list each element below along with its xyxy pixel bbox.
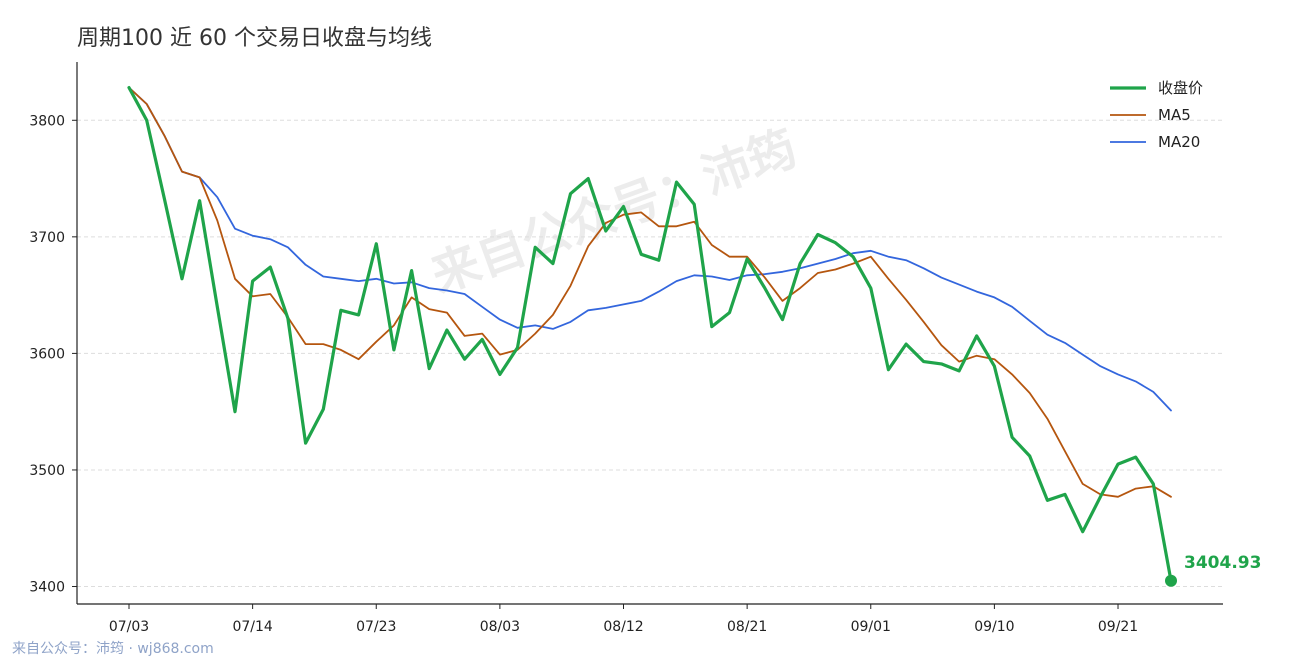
grid-lines xyxy=(77,119,1223,588)
legend-label-close: 收盘价 xyxy=(1158,79,1203,97)
x-tick-label: 08/03 xyxy=(480,619,520,635)
chart-title: 周期100 近 60 个交易日收盘与均线 xyxy=(77,26,432,51)
x-tick-label: 07/23 xyxy=(356,619,396,635)
footer-credit: 来自公众号：沛筠 · wj868.com xyxy=(12,641,214,657)
x-tick-label: 08/21 xyxy=(727,619,767,635)
last-close-label: 3404.93 xyxy=(1184,553,1261,573)
x-tick-label: 09/01 xyxy=(851,619,891,635)
y-tick-label: 3800 xyxy=(29,113,65,129)
x-tick-label: 07/14 xyxy=(232,619,272,635)
axes: 3400 3500 3600 3700 3800 07/03 07/14 07/23 08/03… xyxy=(29,62,1223,635)
legend-label-ma20: MA20 xyxy=(1158,133,1200,151)
series-lines: 3404.93 xyxy=(127,85,1261,587)
y-tick-label: 3400 xyxy=(29,580,65,596)
y-tick-label: 3600 xyxy=(29,346,65,362)
legend-label-ma5: MA5 xyxy=(1158,106,1191,124)
series-line-ma20 xyxy=(128,86,1172,412)
legend: 收盘价 MA5 MA20 xyxy=(1110,79,1203,151)
x-tick-label: 09/21 xyxy=(1098,619,1138,635)
y-tick-label: 3500 xyxy=(29,463,65,479)
series-line-close xyxy=(127,85,1173,583)
y-tick-label: 3700 xyxy=(29,230,65,246)
x-tick-label: 08/12 xyxy=(603,619,643,635)
x-tick-label: 07/03 xyxy=(109,619,149,635)
x-tick-label: 09/10 xyxy=(974,619,1014,635)
last-close-point xyxy=(1165,574,1177,587)
series-line-ma5 xyxy=(128,86,1172,498)
